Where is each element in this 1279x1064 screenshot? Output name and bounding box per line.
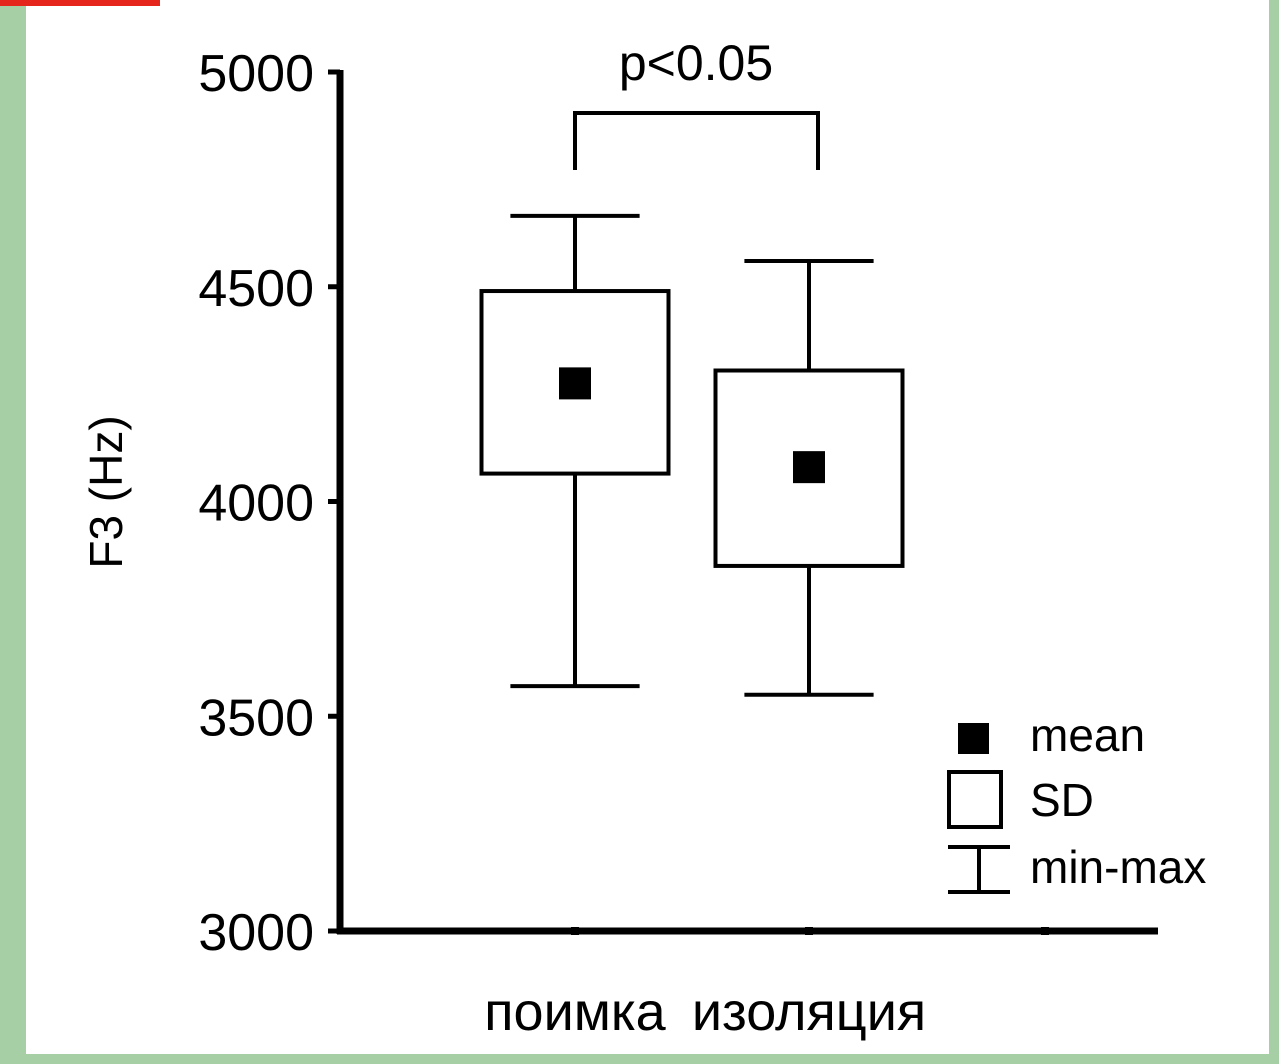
x-category-label-1: изоляция bbox=[692, 982, 926, 1042]
y-tick-label-0: 5000 bbox=[198, 45, 314, 103]
legend-whisker-symbol bbox=[948, 845, 1010, 894]
mean-marker-1 bbox=[793, 451, 825, 484]
significance-bracket bbox=[573, 111, 820, 170]
y-tick-label-4: 3000 bbox=[198, 904, 314, 962]
legend: mean SD min-max bbox=[947, 709, 1206, 894]
red-accent-mark bbox=[0, 0, 160, 6]
mean-marker-0 bbox=[559, 367, 591, 400]
legend-sd-symbol bbox=[947, 770, 1003, 829]
y-tick-label-2: 4000 bbox=[198, 475, 314, 533]
legend-mean-label: mean bbox=[1030, 709, 1145, 761]
y-axis-label: F3 (Hz) bbox=[80, 415, 132, 568]
boxes bbox=[479, 213, 905, 697]
y-tick-label-1: 4500 bbox=[198, 260, 314, 318]
significance-label: p<0.05 bbox=[619, 35, 773, 91]
chart-frame bbox=[26, 0, 1269, 1054]
box-group-0 bbox=[479, 213, 671, 689]
y-tick-label-3: 3500 bbox=[198, 689, 314, 747]
x-ticks: поимка изоляция bbox=[484, 927, 1049, 1042]
y-ticks: 5000 4500 4000 3500 3000 bbox=[198, 45, 340, 962]
legend-minmax-label: min-max bbox=[1030, 841, 1206, 893]
legend-mean-symbol bbox=[958, 723, 989, 754]
legend-sd-label: SD bbox=[1030, 774, 1094, 826]
x-category-label-0: поимка bbox=[484, 982, 666, 1042]
box-group-1 bbox=[713, 258, 905, 697]
